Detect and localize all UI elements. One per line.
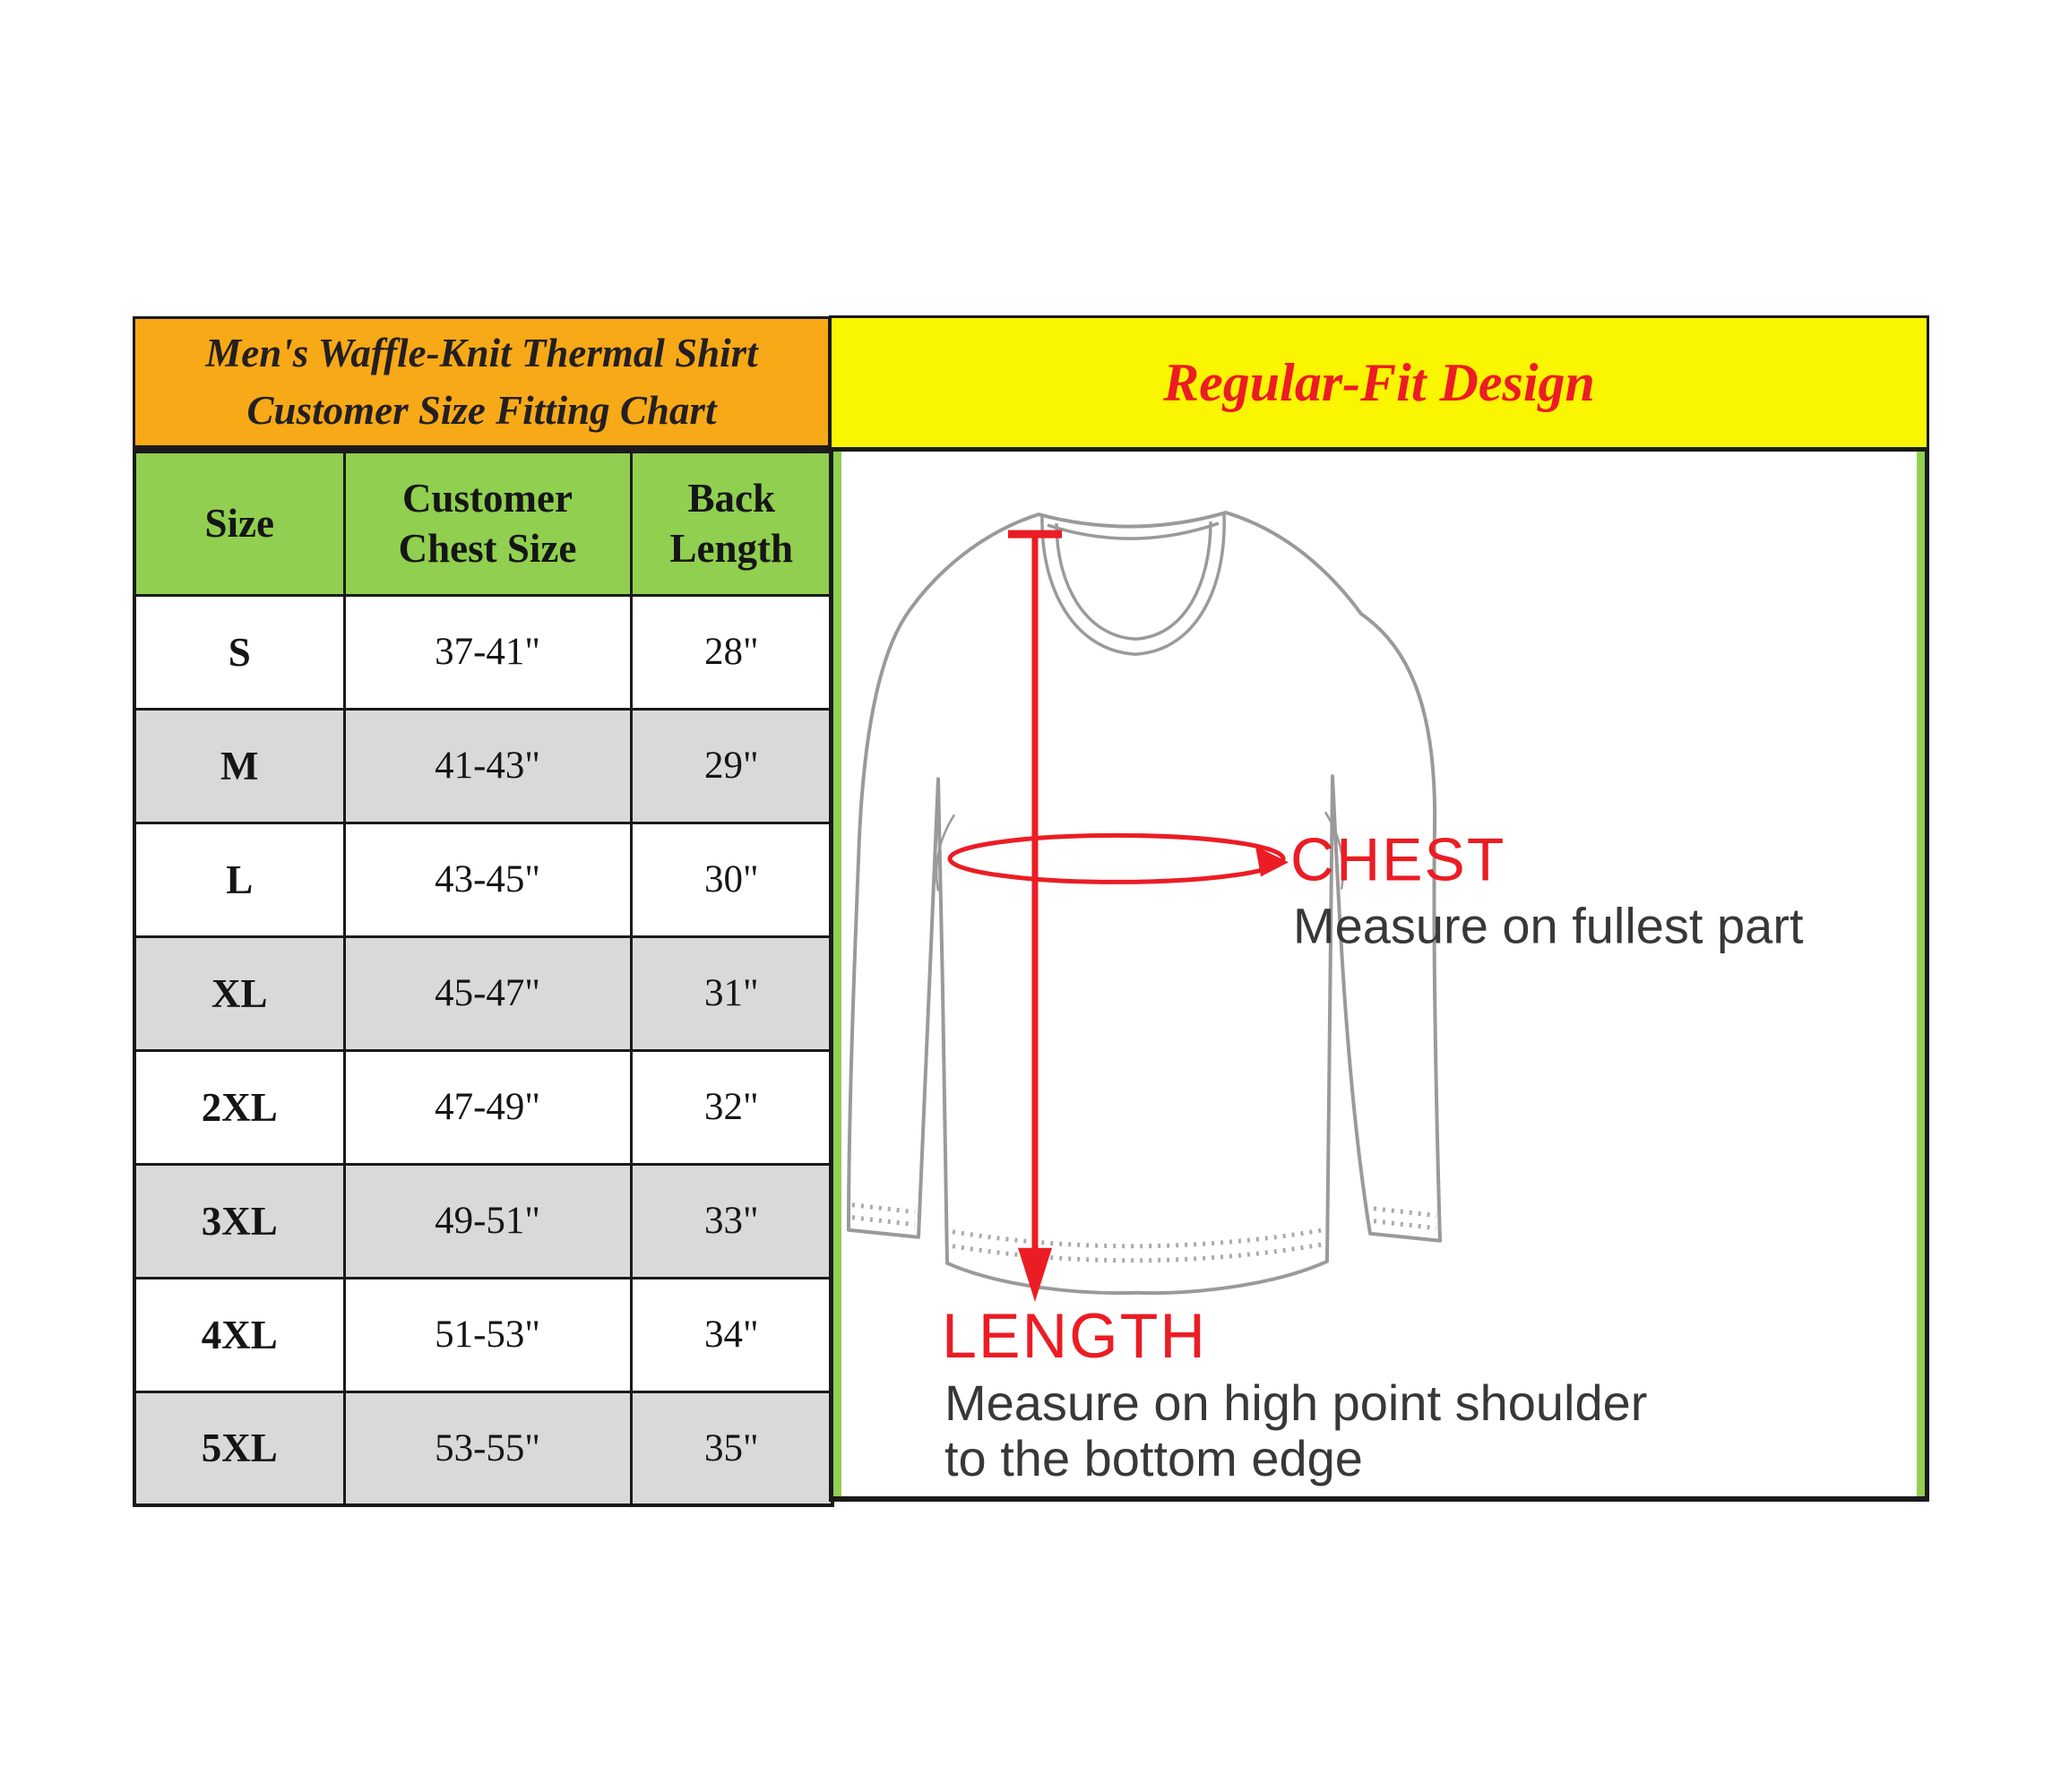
- fit-design-panel: Regular-Fit Design: [829, 315, 1929, 1502]
- size-value: 4XL: [133, 1276, 346, 1393]
- back-value: 31": [629, 935, 834, 1052]
- chest-label: CHEST: [1290, 825, 1505, 893]
- chest-value: 43-45": [342, 821, 633, 938]
- table-row: S 37-41" 28": [133, 593, 834, 711]
- size-value: M: [133, 707, 346, 824]
- chest-value: 37-41": [342, 593, 633, 711]
- shirt-measurement-diagram: CHEST Measure on fullest part LENGTH Mea…: [847, 511, 1804, 1486]
- table-row: M 41-43" 29": [133, 707, 834, 824]
- back-value: 33": [629, 1162, 834, 1279]
- table-row: 4XL 51-53" 34": [133, 1276, 834, 1393]
- shirt-diagram-frame: CHEST Measure on fullest part LENGTH Mea…: [833, 452, 1925, 1496]
- back-value: 28": [629, 593, 834, 711]
- chest-value: 41-43": [342, 707, 633, 824]
- column-header-chest: Customer Chest Size: [342, 450, 633, 597]
- shirt-outline-icon: [847, 511, 1442, 1296]
- length-note-line1: Measure on high point shoulder: [944, 1374, 1647, 1431]
- column-header-size: Size: [133, 450, 346, 597]
- chest-ellipse-arrow: [947, 832, 1289, 884]
- size-value: S: [133, 593, 346, 711]
- size-value: XL: [133, 935, 346, 1052]
- size-chart-title-line1: Men's Waffle-Knit Thermal Shirt: [205, 330, 758, 375]
- size-value: 3XL: [133, 1162, 346, 1279]
- collar-icon: [1040, 513, 1226, 656]
- armhole-seams: [935, 811, 1345, 892]
- back-value: 32": [629, 1048, 834, 1166]
- chest-value: 49-51": [342, 1162, 633, 1279]
- length-arrow: [1008, 530, 1062, 1302]
- size-chart-title-line2: Customer Size Fitting Chart: [246, 387, 717, 433]
- size-table: Size Customer Chest Size Back Length S 3…: [133, 450, 834, 1507]
- size-value: 2XL: [133, 1048, 346, 1166]
- stitch-lines: [851, 1202, 1437, 1263]
- table-row: 3XL 49-51" 33": [133, 1162, 834, 1279]
- chest-value: 47-49": [342, 1048, 633, 1166]
- table-row: 2XL 47-49" 32": [133, 1048, 834, 1166]
- size-chart-title-banner: Men's Waffle-Knit Thermal Shirt Customer…: [133, 316, 831, 450]
- chest-note: Measure on fullest part: [1293, 897, 1804, 953]
- size-chart-section: Men's Waffle-Knit Thermal Shirt Customer…: [133, 316, 834, 1507]
- chest-value: 45-47": [342, 935, 633, 1052]
- back-value: 35": [629, 1390, 834, 1507]
- table-row: XL 45-47" 31": [133, 935, 834, 1052]
- table-row: 5XL 53-55" 35": [133, 1390, 834, 1507]
- size-value: L: [133, 821, 346, 938]
- size-table-header-row: Size Customer Chest Size Back Length: [133, 450, 834, 597]
- table-row: L 43-45" 30": [133, 821, 834, 938]
- size-value: 5XL: [133, 1390, 346, 1507]
- back-value: 29": [629, 707, 834, 824]
- column-header-back: Back Length: [629, 450, 834, 597]
- fit-design-title: Regular-Fit Design: [1163, 352, 1595, 412]
- length-note-line2: to the bottom edge: [944, 1430, 1363, 1486]
- length-label: LENGTH: [942, 1301, 1207, 1371]
- back-value: 34": [629, 1276, 834, 1393]
- shirt-diagram-area: CHEST Measure on fullest part LENGTH Mea…: [829, 452, 1929, 1502]
- chest-value: 51-53": [342, 1276, 633, 1393]
- fit-design-title-banner: Regular-Fit Design: [829, 315, 1929, 452]
- back-value: 30": [629, 821, 834, 938]
- chest-value: 53-55": [342, 1390, 633, 1507]
